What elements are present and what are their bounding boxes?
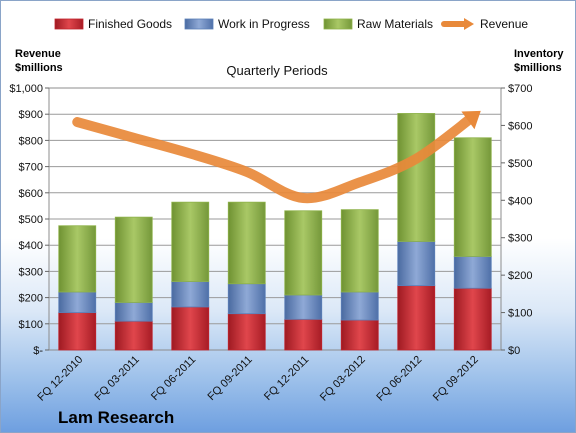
bar-raw-materials xyxy=(397,113,436,242)
company-name: Lam Research xyxy=(58,408,174,427)
legend-label: Finished Goods xyxy=(88,17,172,31)
category-label: FQ 03-2012 xyxy=(318,354,368,404)
bar-work-in-progress xyxy=(171,281,210,308)
bar-finished-goods xyxy=(227,313,266,351)
bar-raw-materials xyxy=(171,201,210,282)
right-tick-label: $0 xyxy=(508,345,520,357)
bar-raw-materials xyxy=(58,225,97,293)
category-label: FQ 12-2010 xyxy=(35,354,85,404)
bar-work-in-progress xyxy=(58,291,97,313)
left-tick-label: $600 xyxy=(19,188,43,200)
left-tick-label: $500 xyxy=(19,214,43,226)
right-tick-label: $200 xyxy=(508,270,532,282)
bar-raw-materials xyxy=(284,210,323,296)
bar-work-in-progress xyxy=(284,294,323,320)
bar-finished-goods xyxy=(171,306,210,351)
left-tick-label: $100 xyxy=(19,319,43,331)
legend-label: Work in Progress xyxy=(218,17,310,31)
left-tick-label: $900 xyxy=(19,109,43,121)
bar-raw-materials xyxy=(340,209,379,293)
bar-work-in-progress xyxy=(397,241,436,287)
category-label: FQ 06-2011 xyxy=(149,354,198,403)
left-tick-label: $300 xyxy=(19,266,43,278)
bar-raw-materials xyxy=(227,201,266,285)
bar-finished-goods xyxy=(453,287,492,351)
left-axis-title-line1: Revenue xyxy=(15,48,61,60)
category-label: FQ 09-2012 xyxy=(431,354,481,404)
legend-swatch-finished-goods xyxy=(54,18,84,30)
left-tick-label: $800 xyxy=(19,135,43,147)
bar-work-in-progress xyxy=(453,256,492,289)
legend-swatch-raw-materials xyxy=(323,18,353,30)
bar-work-in-progress xyxy=(340,291,379,321)
left-tick-label: $400 xyxy=(19,240,43,252)
category-label: FQ 09-2011 xyxy=(205,354,254,403)
category-label: FQ 06-2012 xyxy=(374,354,424,404)
left-tick-label: $200 xyxy=(19,293,43,305)
right-tick-label: $400 xyxy=(508,195,532,207)
left-axis-title-line2: $millions xyxy=(15,62,63,74)
bar-work-in-progress xyxy=(114,302,153,322)
bar-raw-materials xyxy=(453,137,492,257)
bar-raw-materials xyxy=(114,216,153,303)
bar-finished-goods xyxy=(340,319,379,351)
right-tick-label: $600 xyxy=(508,120,532,132)
bar-finished-goods xyxy=(58,312,97,351)
legend-label: Raw Materials xyxy=(357,17,433,31)
right-tick-label: $500 xyxy=(508,158,532,170)
bar-finished-goods xyxy=(397,285,436,351)
right-tick-label: $100 xyxy=(508,308,532,320)
right-axis-title-line1: Inventory xyxy=(514,48,564,60)
right-tick-label: $700 xyxy=(508,83,532,95)
chart-title: Quarterly Periods xyxy=(226,63,328,78)
bar-finished-goods xyxy=(114,320,153,351)
right-tick-label: $300 xyxy=(508,233,532,245)
right-axis-title-line2: $millions xyxy=(514,62,562,74)
category-label: FQ 03-2011 xyxy=(92,354,141,403)
left-tick-label: $1,000 xyxy=(9,83,43,95)
revenue-arrowhead xyxy=(461,110,481,130)
legend-arrow-icon xyxy=(464,18,474,30)
legend-label: Revenue xyxy=(480,17,528,31)
bar-finished-goods xyxy=(284,318,323,351)
legend-swatch-work-in-progress xyxy=(184,18,214,30)
bar-work-in-progress xyxy=(227,283,266,315)
left-tick-label: $- xyxy=(33,345,43,357)
left-tick-label: $700 xyxy=(19,162,43,174)
category-label: FQ 12-2011 xyxy=(262,354,311,403)
